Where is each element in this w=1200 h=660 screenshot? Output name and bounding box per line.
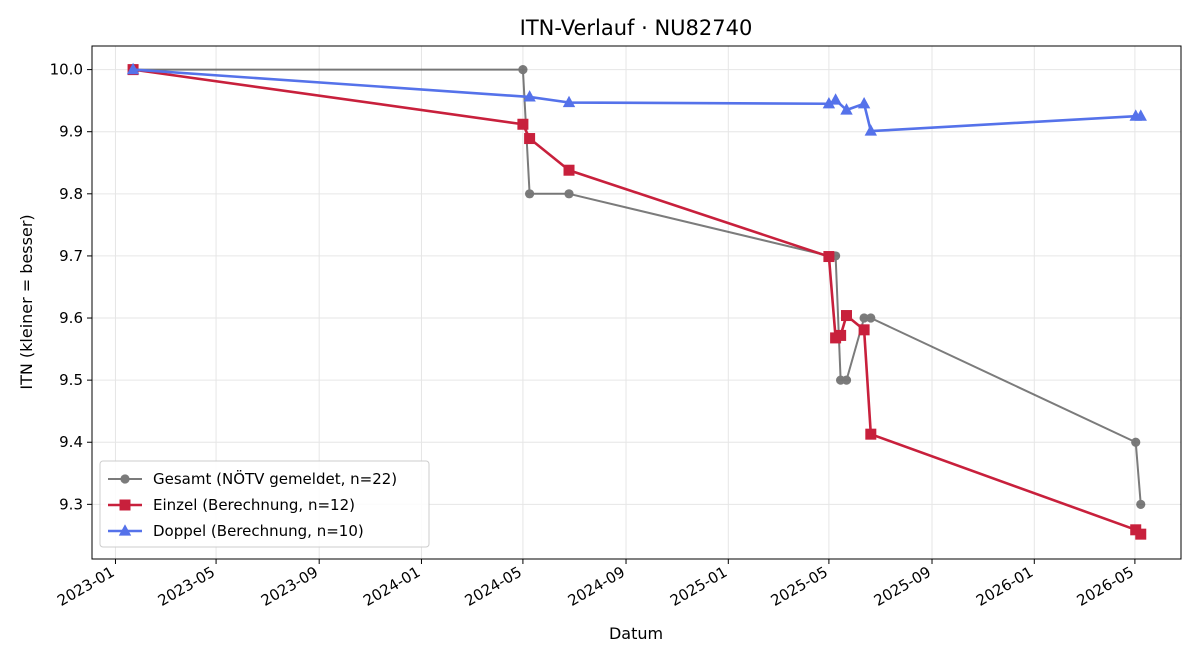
legend-label: Einzel (Berechnung, n=12) [153, 496, 355, 514]
legend-marker [119, 499, 131, 511]
data-point-gesamt [859, 313, 869, 323]
data-point-doppel [523, 90, 536, 102]
legend-item-doppel [108, 524, 142, 536]
data-point-doppel [840, 103, 853, 115]
legend-marker [118, 524, 132, 536]
data-point-doppel [857, 96, 871, 109]
x-axis-title: Datum [609, 624, 663, 643]
legend-box [99, 460, 430, 548]
y-tick-label: 9.8 [59, 185, 83, 203]
chart-title: ITN-Verlauf · NU82740 [520, 16, 753, 40]
data-point-gesamt [564, 189, 574, 199]
y-tick-label: 9.7 [59, 247, 83, 265]
y-axis-title: ITN (kleiner = besser) [17, 214, 36, 389]
data-point-gesamt [525, 189, 535, 199]
legend-marker [120, 474, 130, 484]
y-tick-label: 10.0 [50, 61, 83, 79]
data-point-doppel [822, 96, 836, 109]
data-point-einzel [835, 329, 847, 341]
data-point-doppel [562, 95, 576, 108]
data-point-doppel [126, 62, 140, 75]
data-point-einzel [823, 251, 835, 263]
legend-item-einzel [108, 499, 142, 511]
data-point-gesamt [866, 313, 876, 323]
y-tick-label: 9.5 [59, 371, 83, 389]
data-point-einzel [858, 324, 870, 336]
y-axis-ticks: 9.3 9.4 9.5 9.6 9.7 9.8 9.9 10.0 [50, 61, 92, 513]
data-point-einzel [563, 164, 575, 176]
y-tick-label: 9.4 [59, 433, 83, 451]
plot-frame [91, 45, 1182, 560]
data-point-gesamt [1131, 437, 1141, 447]
data-point-einzel [841, 310, 853, 322]
legend-item-gesamt [108, 474, 142, 484]
series-layer [126, 62, 1147, 540]
legend-label: Doppel (Berechnung, n=10) [153, 522, 364, 540]
data-point-einzel [1135, 528, 1147, 540]
y-tick-label: 9.9 [59, 123, 83, 141]
data-point-gesamt [841, 375, 852, 385]
series-doppel [126, 62, 1147, 136]
data-point-doppel [864, 124, 878, 136]
data-point-doppel [1134, 109, 1147, 121]
data-point-gesamt [1136, 499, 1146, 509]
legend-label: Gesamt (NÖTV gemeldet, n=22) [153, 469, 397, 488]
data-point-gesamt [518, 65, 528, 75]
legend: Gesamt (NÖTV gemeldet, n=22) Einzel (Bere… [99, 460, 430, 548]
y-tick-label: 9.6 [59, 309, 83, 327]
y-tick-label: 9.3 [59, 495, 83, 513]
series-line-doppel [132, 68, 1141, 133]
data-point-doppel [829, 93, 842, 105]
data-point-einzel [865, 428, 877, 440]
data-point-einzel [524, 133, 536, 145]
data-point-einzel [517, 118, 529, 130]
